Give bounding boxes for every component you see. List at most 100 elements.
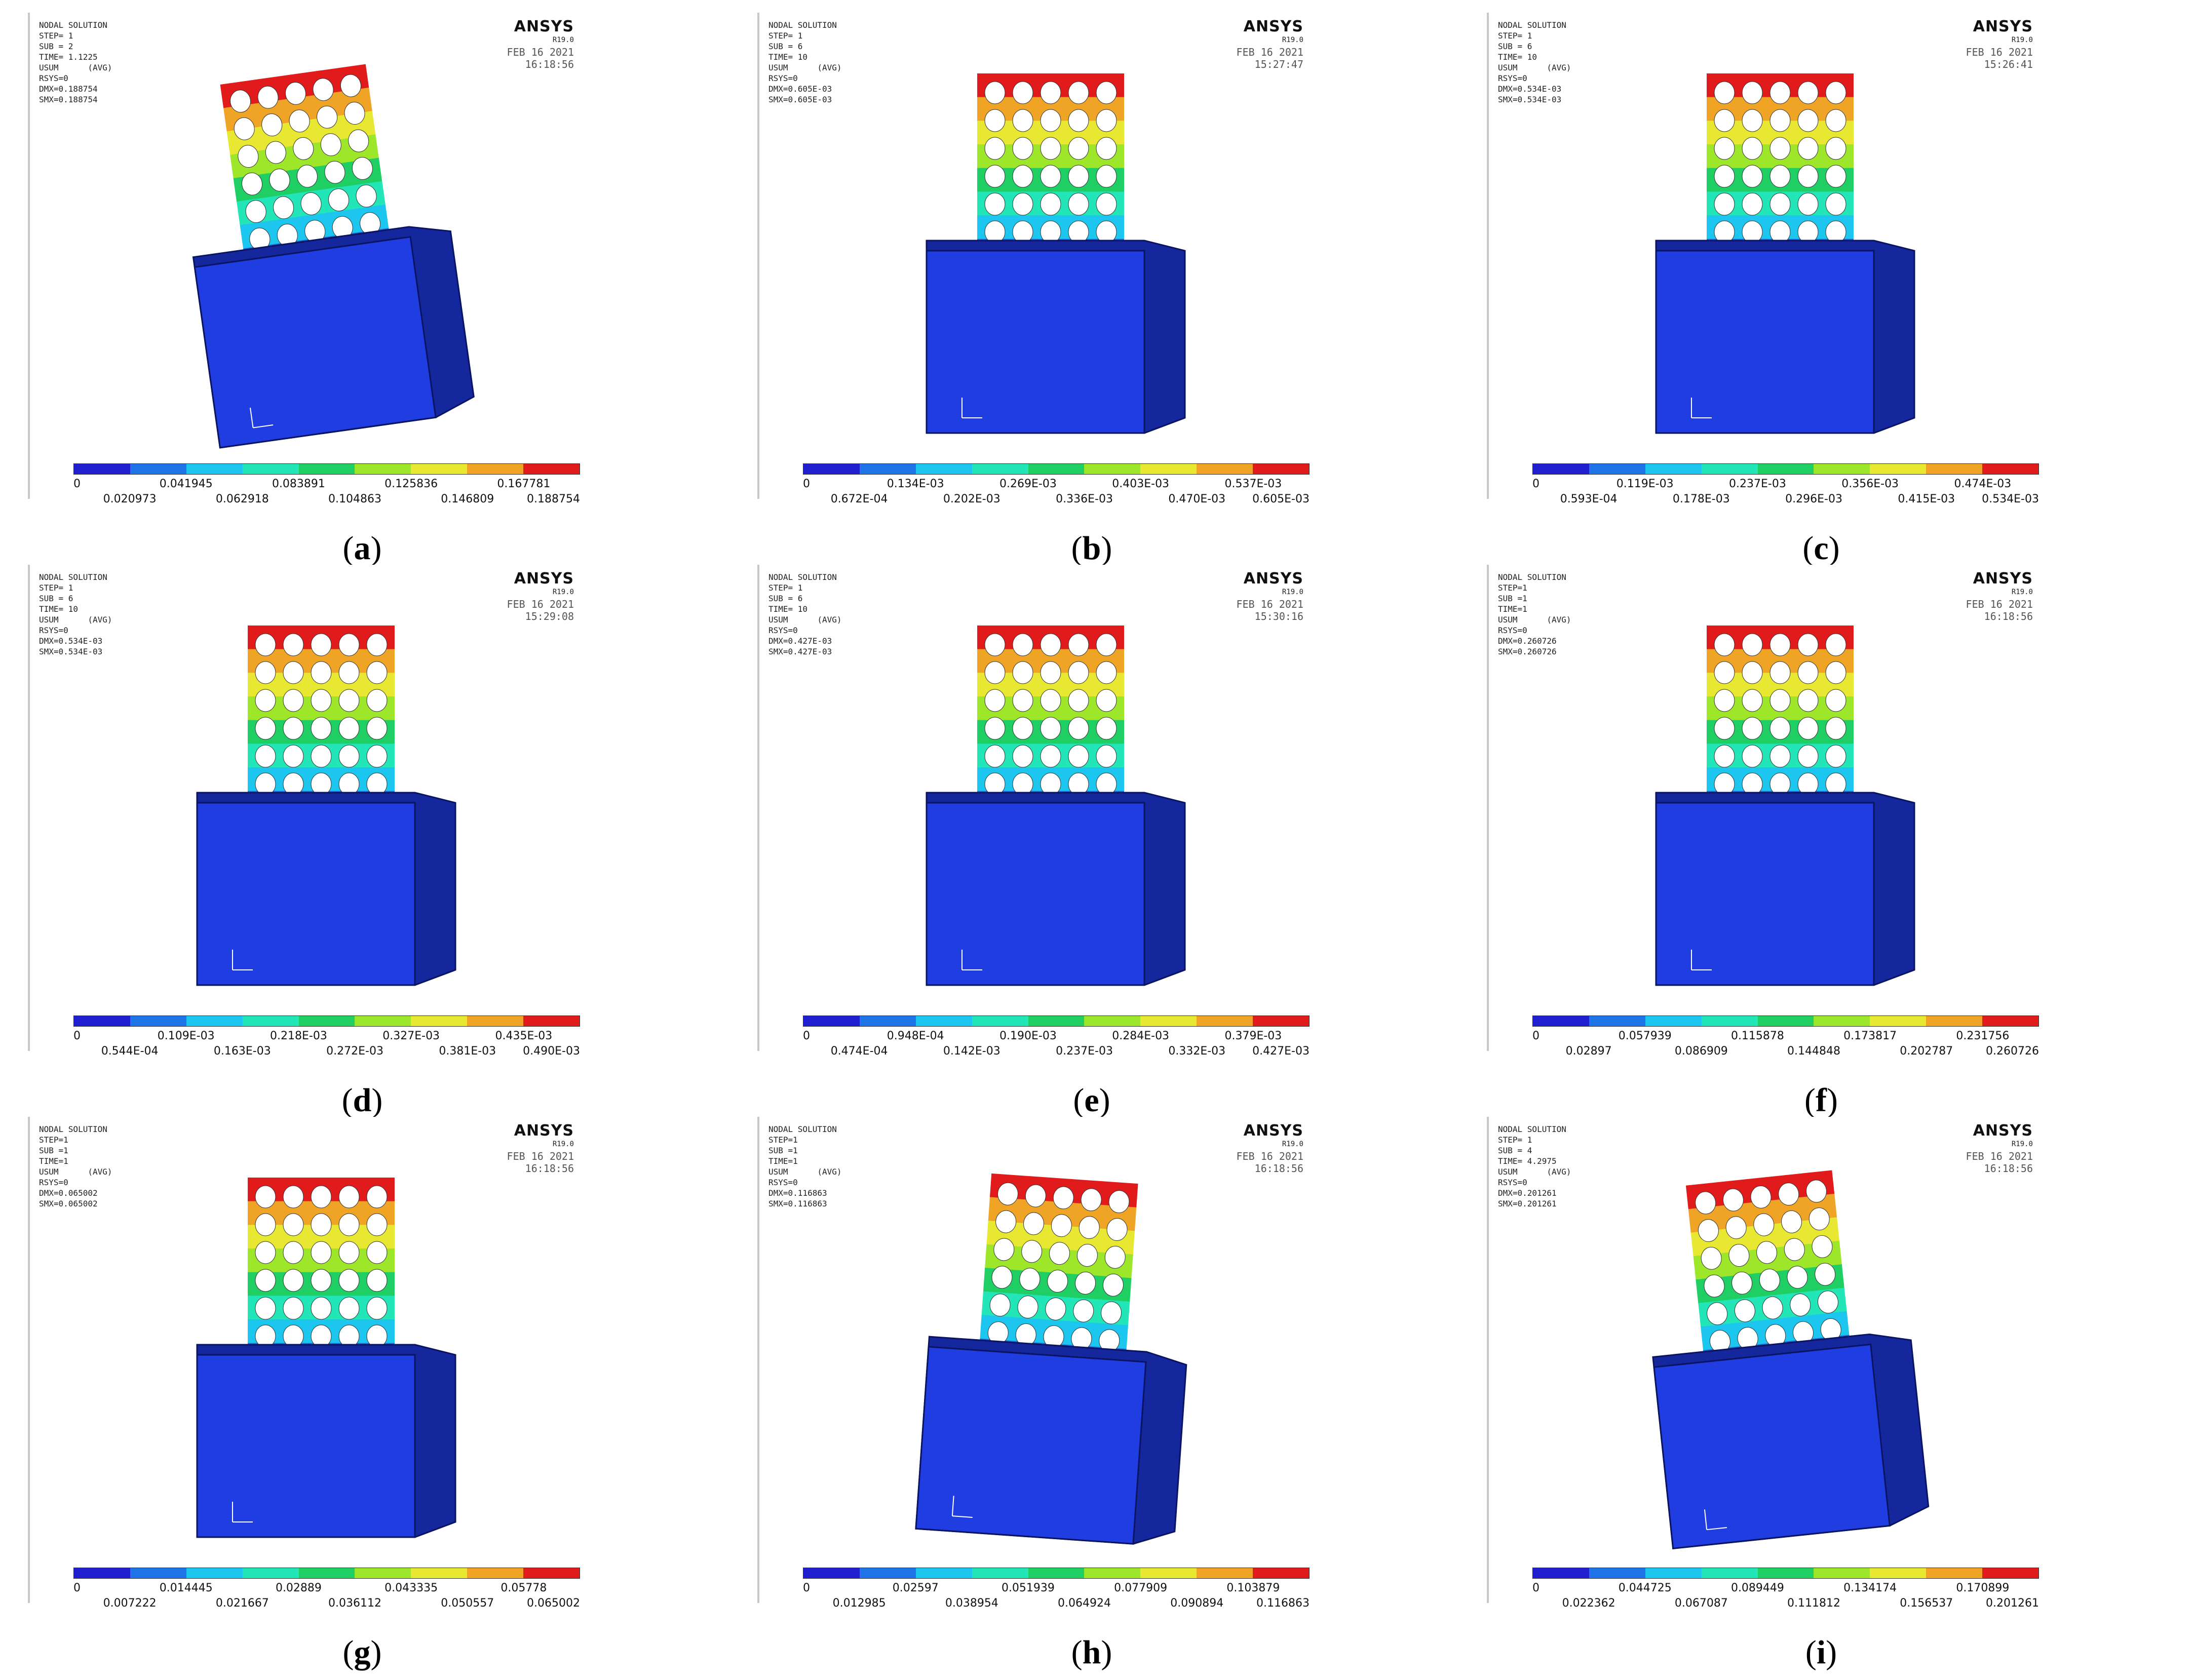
info-title: NODAL SOLUTION (768, 1124, 837, 1134)
plate-hole (311, 1269, 332, 1292)
plate-hole (255, 1324, 276, 1348)
plate-hole (338, 1269, 360, 1292)
plate-hole (1825, 633, 1846, 656)
legend-tick-lower: 0.427E-03 (1252, 1045, 1310, 1058)
plate-hole (1725, 1216, 1747, 1239)
legend-swatch (130, 1568, 186, 1578)
info-title: NODAL SOLUTION (39, 20, 107, 30)
plate-hole (1714, 745, 1735, 768)
legend-swatch (355, 464, 411, 474)
plate-hole (1825, 81, 1846, 104)
legend-tick-lower: 0.104863 (328, 493, 382, 505)
legend-tick-upper: 0.435E-03 (495, 1030, 553, 1042)
plate-hole (1797, 81, 1819, 104)
info-line: USUM (AVG) (1498, 615, 1571, 624)
plate-hole (1108, 1190, 1130, 1214)
plate-hole (366, 772, 388, 796)
contour-band (1688, 1193, 1837, 1233)
legend-swatch (1645, 464, 1702, 474)
info-title: NODAL SOLUTION (1498, 1124, 1566, 1134)
legend-tick-upper: 0.043335 (384, 1582, 438, 1594)
base-block-front (196, 802, 416, 986)
panel-g: NODAL SOLUTION STEP=1 SUB =1 TIME=1 USUM (AV… (28, 1117, 697, 1671)
legend-tick-lower: 0.050557 (441, 1597, 494, 1610)
plate-hole (1825, 165, 1846, 188)
info-line: TIME= 10 (39, 604, 79, 614)
plate-hole (285, 82, 306, 105)
plate-hole (1825, 192, 1846, 216)
info-line: DMX=0.534E-03 (1498, 84, 1562, 94)
plate-hole (1068, 689, 1089, 712)
plate-hole (1742, 192, 1763, 216)
model-group (1652, 1170, 1930, 1549)
plate-hole (1769, 689, 1791, 712)
plate-hole (989, 1294, 1011, 1317)
caption-letter: h (1082, 1634, 1101, 1671)
caption-letter: d (353, 1082, 372, 1119)
info-title: NODAL SOLUTION (768, 20, 837, 30)
plate-hole (289, 109, 310, 133)
legend-tick-lower: 0.415E-03 (1898, 493, 1955, 505)
panel-caption: (c) (1802, 530, 1840, 567)
legend-swatch (1926, 464, 1983, 474)
fea-model (1652, 1170, 1930, 1549)
model-group (192, 64, 475, 449)
plate-hole (1714, 220, 1735, 244)
plate-hole (1068, 109, 1089, 132)
legend-ticks: 0 0.057939 0.115878 0.173817 0.231756 0.02897… (1532, 1030, 2039, 1065)
plate-hole (984, 192, 1006, 216)
legend-swatch (1757, 1568, 1814, 1578)
plate-hole (1707, 1302, 1728, 1325)
plate-hole (1769, 81, 1791, 104)
plate-hole (317, 105, 338, 129)
time-text: 16:18:56 (525, 58, 574, 70)
info-line: RSYS=0 (39, 626, 68, 635)
info-line: SUB = 4 (1498, 1146, 1532, 1155)
legend-swatch (355, 1568, 411, 1578)
plate-hole (1742, 165, 1763, 188)
plate-hole (255, 1185, 276, 1208)
caption-letter: b (1082, 530, 1101, 567)
legend-tick-lower: 0.470E-03 (1168, 493, 1226, 505)
plate-hole (283, 717, 304, 740)
plate-hole (984, 717, 1006, 740)
plate-hole (338, 689, 360, 712)
solution-info: NODAL SOLUTION STEP= 1 SUB = 6 TIME= 10 USUM… (1498, 20, 1571, 105)
plate-hole (311, 772, 332, 796)
plate-hole (255, 689, 276, 712)
plate-hole (1096, 633, 1117, 656)
info-line: SUB = 6 (39, 594, 73, 603)
fea-model (1655, 73, 1915, 434)
info-line: USUM (AVG) (768, 615, 842, 624)
legend-swatch (915, 1568, 972, 1578)
plate-hole (255, 717, 276, 740)
legend-tick-upper: 0.134E-03 (887, 478, 944, 490)
info-line: DMX=0.427E-03 (768, 636, 832, 646)
plate-hole (255, 661, 276, 684)
base-block-front (926, 802, 1145, 986)
contour-legend-bar (73, 1015, 580, 1027)
info-line: TIME=1 (1498, 604, 1527, 614)
solution-info: NODAL SOLUTION STEP= 1 SUB = 2 TIME= 1.1225… (39, 20, 112, 105)
plate-hole (241, 172, 263, 196)
plate-hole (1797, 661, 1819, 684)
legend-tick-lower: 0.038954 (945, 1597, 998, 1610)
plate-hole (1825, 745, 1846, 768)
plate-hole (338, 717, 360, 740)
plate-hole (1704, 1274, 1725, 1298)
plate-hole (1096, 81, 1117, 104)
plate-hole (1068, 137, 1089, 160)
legend-swatch (1701, 464, 1758, 474)
base-block-front (196, 1354, 416, 1538)
plate-hole (1017, 1296, 1038, 1319)
info-line: TIME= 4.2975 (1498, 1156, 1557, 1166)
model-group (196, 1178, 456, 1538)
legend-swatch (1589, 1016, 1645, 1026)
caption-letter: a (354, 530, 371, 567)
info-title: NODAL SOLUTION (39, 1124, 107, 1134)
info-line: DMX=0.605E-03 (768, 84, 832, 94)
solution-info: NODAL SOLUTION STEP=1 SUB =1 TIME=1 USUM (AV… (39, 1124, 112, 1209)
info-line: USUM (AVG) (768, 63, 842, 72)
fea-model (196, 1178, 456, 1538)
axis-z (951, 1496, 954, 1516)
